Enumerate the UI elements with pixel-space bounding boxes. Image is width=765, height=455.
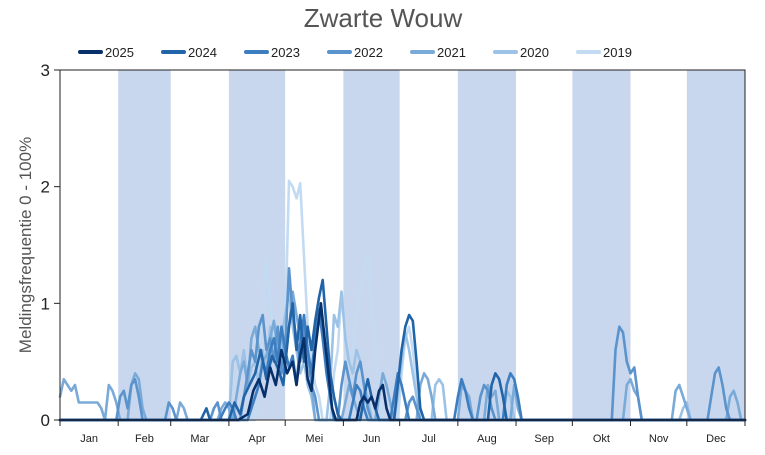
- x-tick-label-aug: Aug: [477, 433, 497, 445]
- legend-item-2024: 2024: [161, 45, 217, 60]
- x-tick-label-jan: Jan: [80, 433, 98, 445]
- month-bands: [118, 70, 745, 420]
- y-tick-label: 0: [41, 411, 50, 430]
- x-tick-label-mar: Mar: [190, 433, 209, 445]
- y-tick-label: 1: [41, 294, 50, 313]
- legend-label: 2023: [271, 45, 300, 60]
- legend-item-2023: 2023: [244, 45, 300, 60]
- legend-item-2019: 2019: [576, 45, 632, 60]
- x-tick-label-dec: Dec: [706, 433, 726, 445]
- y-tick-label: 3: [41, 61, 50, 80]
- month-band-dec: [686, 70, 745, 420]
- x-tick-label-feb: Feb: [135, 433, 154, 445]
- x-tick-label-sep: Sep: [534, 433, 554, 445]
- series-line-2024: [58, 278, 747, 422]
- legend-item-2020: 2020: [493, 45, 549, 60]
- x-tick-label-nov: Nov: [649, 433, 669, 445]
- legend: 2025 2024 2023 2022 2021 2020 2019: [78, 45, 632, 60]
- legend-label: 2022: [354, 45, 383, 60]
- chart-title: Zwarte Wouw: [304, 3, 463, 33]
- series-line-2025: [58, 301, 747, 422]
- legend-label: 2024: [188, 45, 217, 60]
- legend-label: 2019: [603, 45, 632, 60]
- legend-label: 2020: [520, 45, 549, 60]
- x-tick-label-mei: Mei: [305, 433, 323, 445]
- legend-label: 2021: [437, 45, 466, 60]
- plot-frame: [59, 69, 746, 421]
- month-band-jun: [343, 70, 400, 420]
- series-line-2023: [58, 307, 747, 422]
- legend-item-2022: 2022: [327, 45, 383, 60]
- y-axis-label: Meldingsfrequentie 0 - 100%: [16, 137, 35, 353]
- x-tick-label-jun: Jun: [363, 433, 381, 445]
- legend-item-2025: 2025: [78, 45, 134, 60]
- y-axis: 0 1 2 3: [41, 61, 60, 430]
- month-band-okt: [572, 70, 631, 420]
- legend-item-2021: 2021: [410, 45, 466, 60]
- month-band-aug: [457, 70, 517, 420]
- month-band-feb: [118, 70, 171, 420]
- legend-label: 2025: [105, 45, 134, 60]
- y-tick-label: 2: [41, 178, 50, 197]
- x-tick-label-apr: Apr: [248, 433, 265, 445]
- x-tick-label-okt: Okt: [593, 433, 610, 445]
- x-axis: Jan Feb Mar Apr Mei Jun Jul Aug Sep Okt Nov Dec: [59, 420, 746, 445]
- x-tick-label-jul: Jul: [422, 433, 436, 445]
